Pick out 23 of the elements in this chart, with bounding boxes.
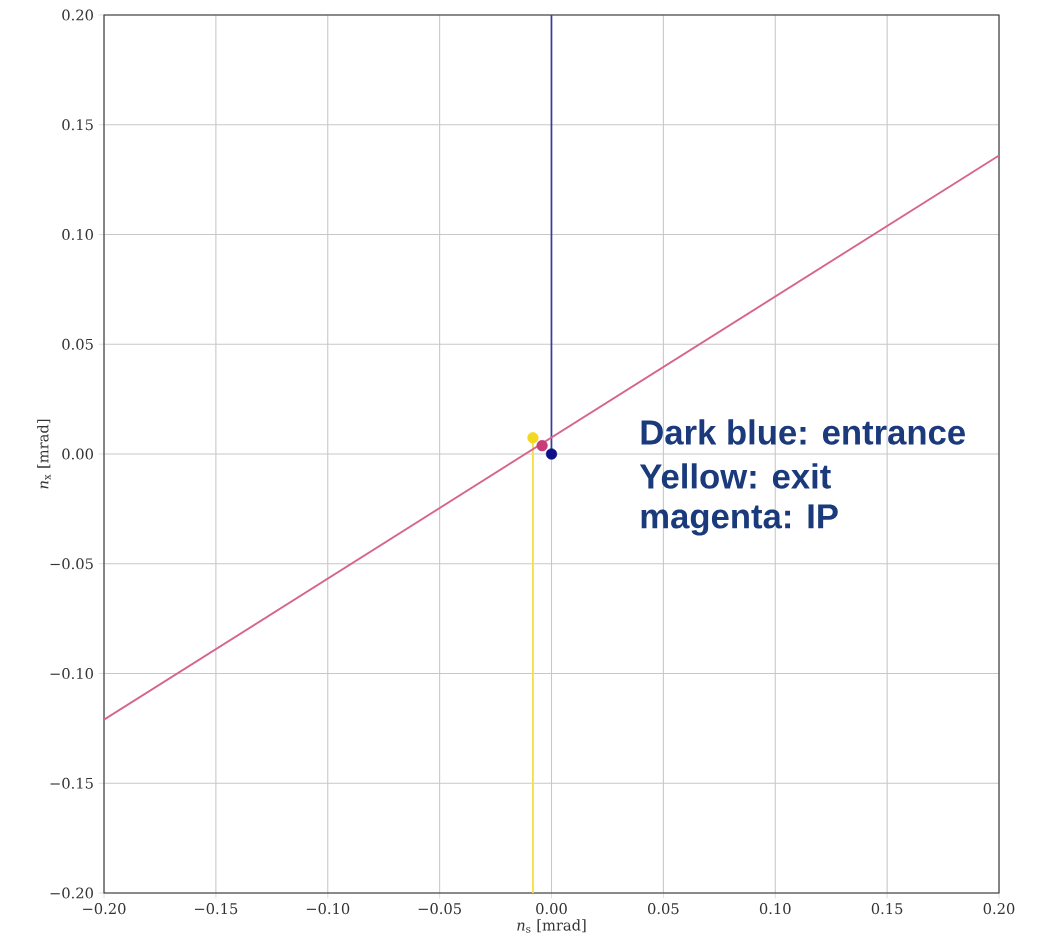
y-tick-label: −0.10 bbox=[50, 667, 93, 680]
y-tick-label: −0.05 bbox=[50, 558, 93, 570]
y-tick-label: 0.15 bbox=[62, 119, 93, 131]
x-tick-label: 0.05 bbox=[648, 903, 679, 915]
y-tick-label: −0.20 bbox=[50, 887, 93, 899]
annotation: Yellow: exit bbox=[639, 463, 831, 489]
x-tick-label: −0.05 bbox=[418, 903, 461, 915]
y-tick-label: 0.05 bbox=[62, 338, 93, 350]
y-tick-label: 0.00 bbox=[62, 448, 93, 460]
y-tick-label: −0.15 bbox=[50, 777, 93, 789]
x-tick-label: 0.10 bbox=[759, 903, 791, 915]
y-axis-title: n$_{x}$ [mrad] bbox=[37, 419, 51, 489]
x-tick-label: −0.15 bbox=[194, 903, 238, 915]
x-axis-title: n$_{s}$ [mrad] bbox=[517, 919, 586, 933]
y-tick-label: 0.20 bbox=[62, 9, 93, 21]
y-tick-label: 0.10 bbox=[62, 228, 93, 241]
x-tick-label: 0.20 bbox=[983, 903, 1015, 915]
x-tick-label: −0.10 bbox=[306, 903, 350, 915]
x-tick-label: 0.00 bbox=[536, 903, 567, 915]
x-tick-label: −0.20 bbox=[83, 903, 126, 915]
annotation: Dark blue: entrance bbox=[641, 419, 965, 445]
annotation: magenta: IP bbox=[641, 504, 838, 536]
x-tick-label: 0.15 bbox=[871, 903, 903, 915]
